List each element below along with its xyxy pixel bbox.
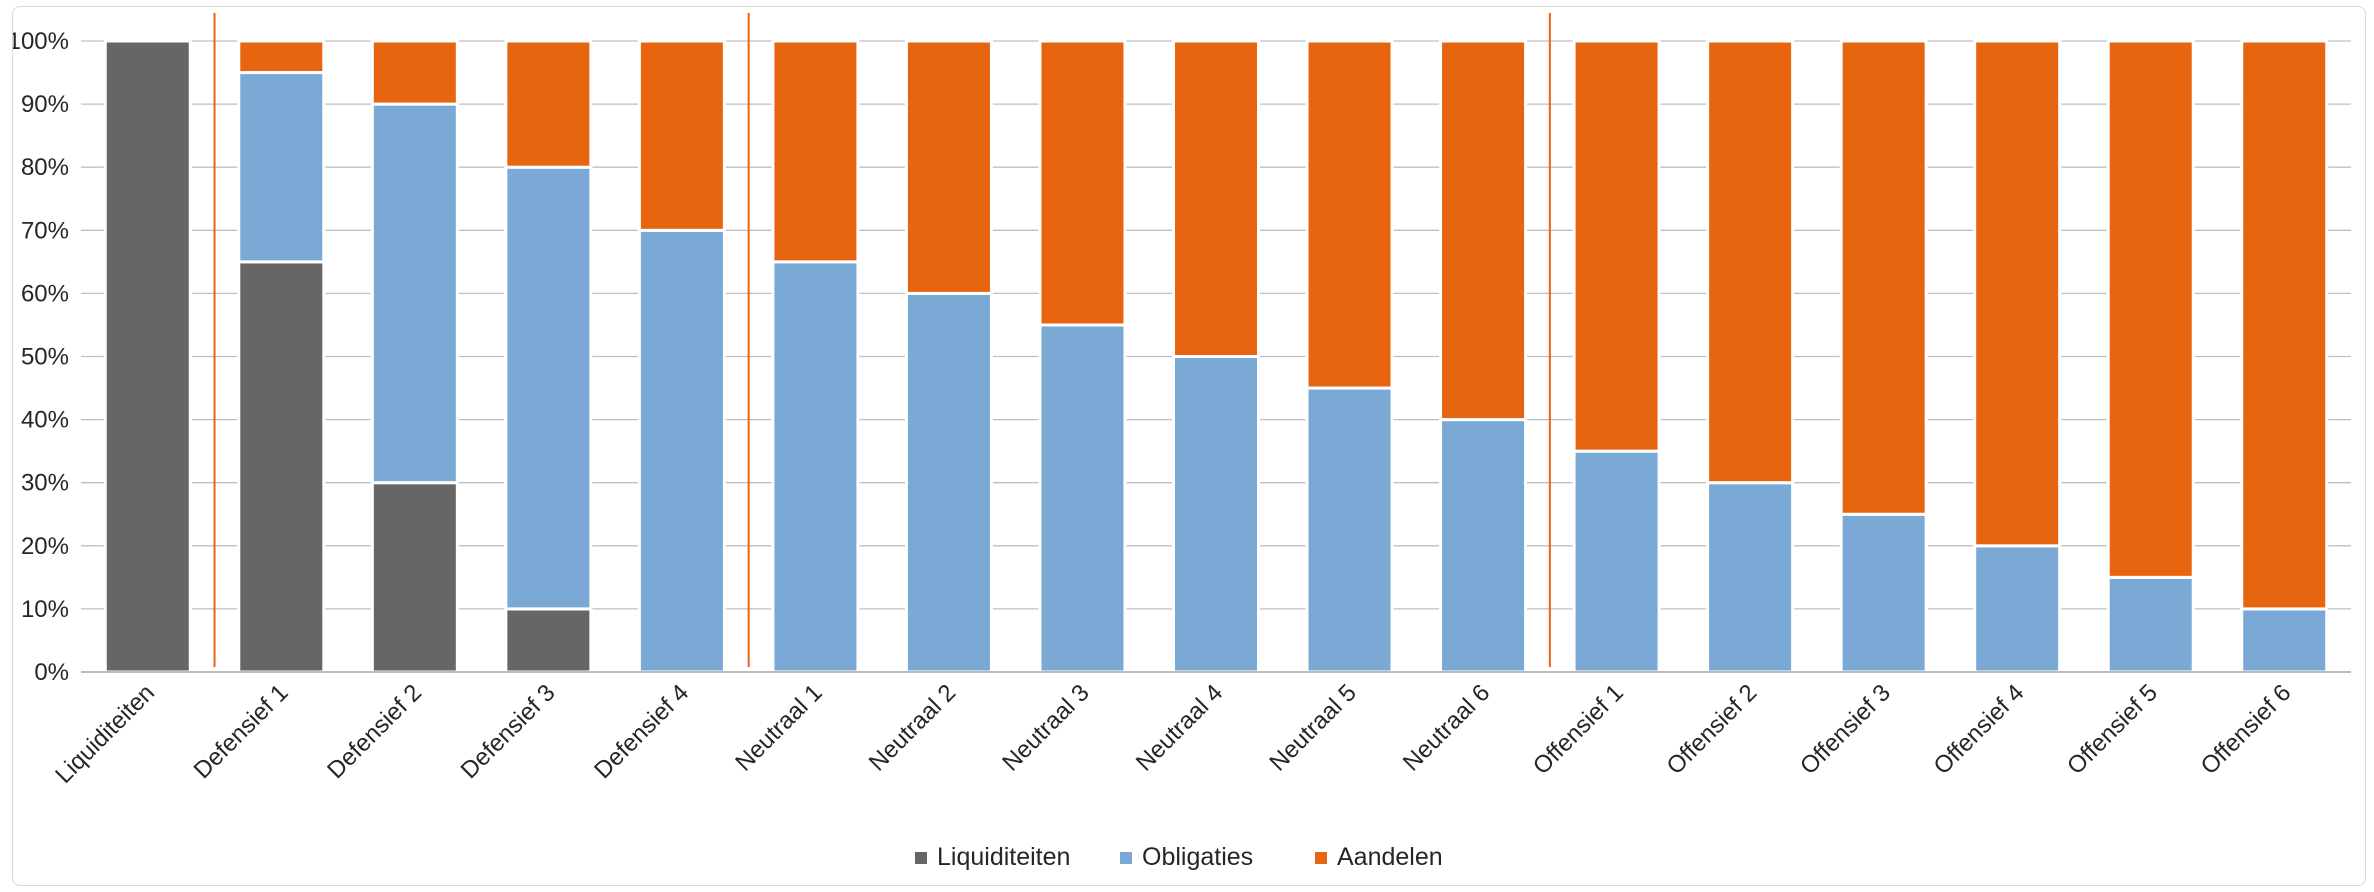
x-tick-label: Offensief 6 <box>2196 679 2297 780</box>
bar-aandelen-offensief-5 <box>2106 39 2195 579</box>
x-tick-label: Neutraal 1 <box>730 679 827 776</box>
bar-liquiditeiten-defensief-2 <box>370 481 459 674</box>
bar-aandelen-defensief-4 <box>637 39 726 232</box>
bar-obligaties-defensief-2 <box>370 102 459 485</box>
bar-obligaties-offensief-4 <box>1973 544 2062 674</box>
legend-label-aandelen: Aandelen <box>1337 843 1443 871</box>
bar-aandelen-offensief-3 <box>1839 39 1928 516</box>
y-tick-label: 50% <box>21 344 69 371</box>
x-axis: Liquiditeiten Defensief 1 Defensief 2 Defen… <box>50 671 2351 789</box>
y-tick-label: 100% <box>13 28 69 55</box>
bar-obligaties-offensief-2 <box>1706 481 1795 674</box>
y-tick-label: 90% <box>21 91 69 118</box>
x-tick-label: Neutraal 2 <box>864 679 961 776</box>
bar-obligaties-offensief-5 <box>2106 575 2195 674</box>
bar-obligaties-offensief-3 <box>1839 512 1928 674</box>
bar-aandelen-neutraal-3 <box>1038 39 1127 327</box>
bar-aandelen-neutraal-2 <box>904 39 993 295</box>
bar-aandelen-offensief-2 <box>1706 39 1795 485</box>
legend: Liquiditeiten Obligaties Aandelen <box>915 843 1443 871</box>
y-tick-label: 40% <box>21 407 69 434</box>
legend-label-obligaties: Obligaties <box>1142 843 1253 871</box>
x-tick-label: Offensief 5 <box>2062 679 2163 780</box>
y-tick-label: 20% <box>21 533 69 560</box>
x-tick-label: Neutraal 4 <box>1131 679 1228 776</box>
x-tick-label: Neutraal 5 <box>1264 679 1361 776</box>
legend-label-liquiditeiten: Liquiditeiten <box>937 843 1070 871</box>
bar-obligaties-offensief-6 <box>2240 607 2329 674</box>
group-separators <box>213 13 1551 667</box>
x-tick-label: Neutraal 6 <box>1398 679 1495 776</box>
bar-aandelen-neutraal-1 <box>771 39 860 264</box>
bar-obligaties-neutraal-3 <box>1038 323 1127 674</box>
x-tick-label: Neutraal 3 <box>997 679 1094 776</box>
y-tick-label: 0% <box>34 659 69 686</box>
bar-aandelen-neutraal-5 <box>1305 39 1394 390</box>
bar-aandelen-defensief-2 <box>370 39 459 106</box>
y-tick-label: 30% <box>21 470 69 497</box>
y-axis: 0% 10% 20% 30% 40% 50% 60% 70% 80% 90% 100% <box>13 28 69 686</box>
x-tick-label: Liquiditeiten <box>50 679 160 789</box>
x-tick-label: Defensief 1 <box>189 679 294 784</box>
y-tick-label: 10% <box>21 596 69 623</box>
x-tick-label: Defensief 2 <box>322 679 427 784</box>
y-tick-label: 70% <box>21 217 69 244</box>
bar-obligaties-defensief-1 <box>237 71 326 264</box>
bar-aandelen-defensief-3 <box>504 39 593 169</box>
x-tick-label: Offensief 3 <box>1795 679 1896 780</box>
y-tick-label: 80% <box>21 154 69 181</box>
bar-obligaties-offensief-1 <box>1572 449 1661 674</box>
bar-obligaties-defensief-4 <box>637 228 726 674</box>
bar-liquiditeiten-liquiditeiten <box>103 39 192 674</box>
bar-obligaties-defensief-3 <box>504 165 593 611</box>
x-tick-label: Offensief 4 <box>1929 679 2030 780</box>
bar-liquiditeiten-defensief-1 <box>237 260 326 674</box>
bar-aandelen-offensief-1 <box>1572 39 1661 453</box>
x-tick-label: Offensief 2 <box>1661 679 1762 780</box>
bar-aandelen-offensief-6 <box>2240 39 2329 611</box>
legend-swatch-aandelen <box>1315 852 1327 864</box>
bar-liquiditeiten-defensief-3 <box>504 607 593 674</box>
bars <box>103 39 2329 674</box>
y-tick-label: 60% <box>21 280 69 307</box>
x-tick-label: Defensief 4 <box>589 679 694 784</box>
bar-obligaties-neutraal-2 <box>904 291 993 674</box>
bar-aandelen-offensief-4 <box>1973 39 2062 548</box>
bar-aandelen-neutraal-6 <box>1439 39 1528 422</box>
x-tick-label: Defensief 3 <box>456 679 561 784</box>
legend-swatch-obligaties <box>1120 852 1132 864</box>
x-tick-label: Offensief 1 <box>1528 679 1629 780</box>
bar-obligaties-neutraal-6 <box>1439 418 1528 674</box>
legend-swatch-liquiditeiten <box>915 852 927 864</box>
bar-aandelen-neutraal-4 <box>1172 39 1260 358</box>
stacked-bar-chart: 0% 10% 20% 30% 40% 50% 60% 70% 80% 90% 100% Liquid… <box>13 13 2351 871</box>
chart-frame: 0% 10% 20% 30% 40% 50% 60% 70% 80% 90% 100% Liquid… <box>12 6 2366 886</box>
bar-obligaties-neutraal-5 <box>1305 386 1394 674</box>
bar-obligaties-neutraal-4 <box>1172 355 1260 674</box>
bar-obligaties-neutraal-1 <box>771 260 860 674</box>
bar-aandelen-defensief-1 <box>237 39 326 75</box>
